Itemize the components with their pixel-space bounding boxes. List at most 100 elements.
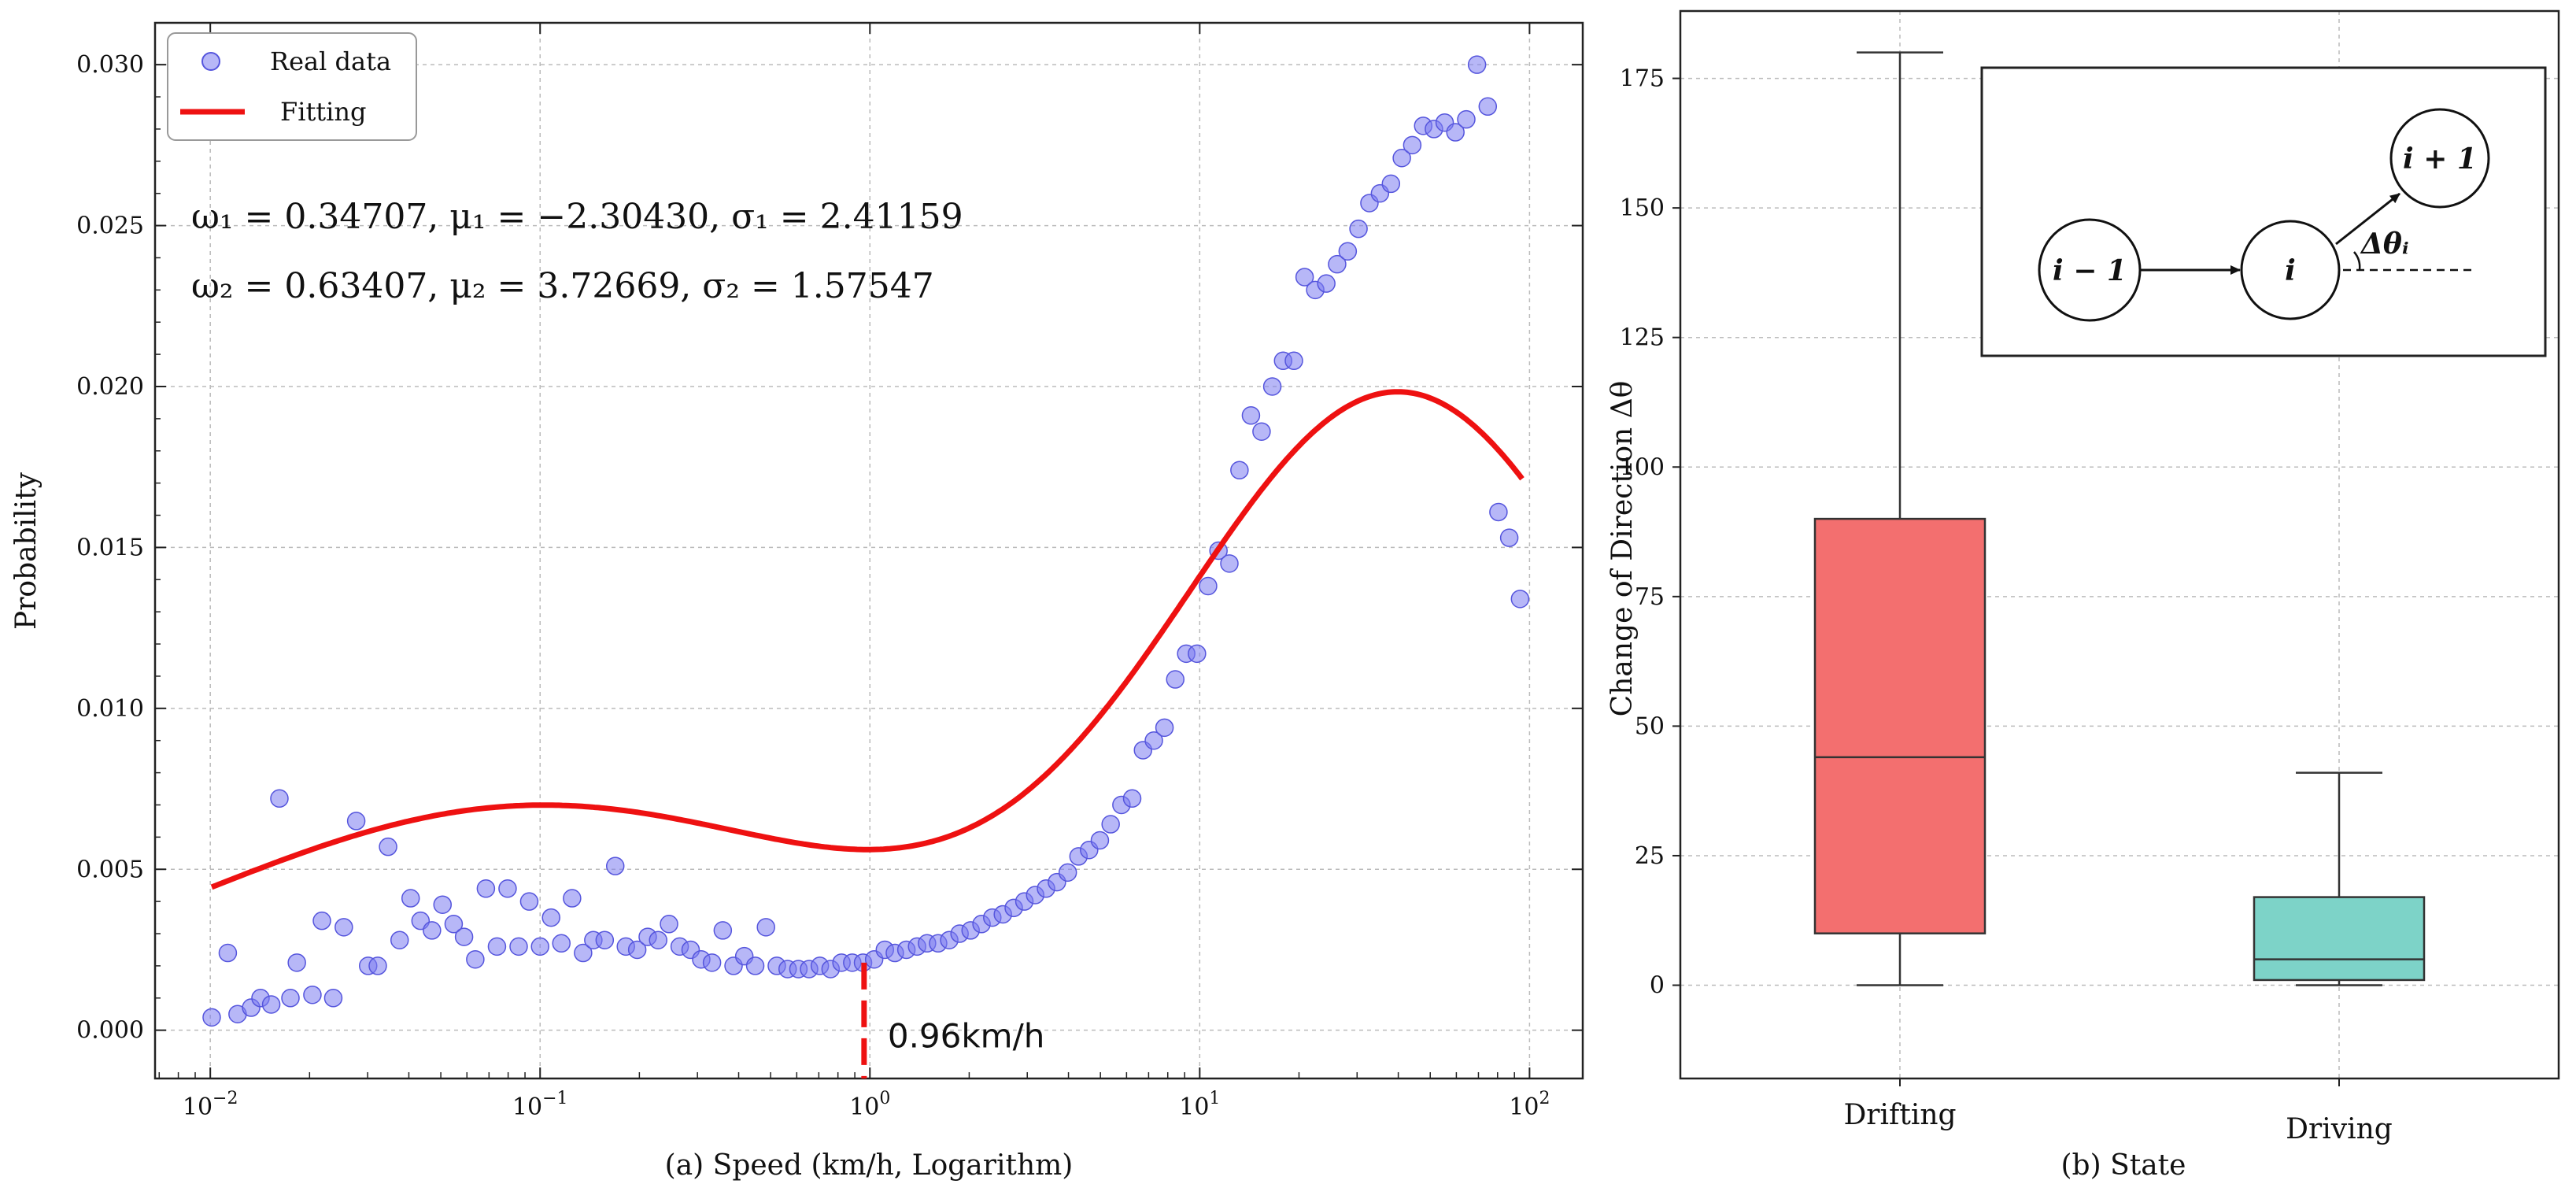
data-point bbox=[334, 918, 353, 937]
category-label: Driving bbox=[2286, 1113, 2393, 1145]
right-ticks: 0 25 50 75 100 125 150 175 Drifting Driving bbox=[1620, 65, 2393, 1145]
left-y-tick-label: 0.030 bbox=[76, 51, 144, 79]
data-point bbox=[379, 837, 397, 856]
data-point bbox=[202, 1008, 221, 1027]
data-point bbox=[1058, 863, 1077, 882]
left-y-tick-label: 0.005 bbox=[76, 856, 144, 883]
data-point bbox=[1457, 109, 1476, 129]
data-point bbox=[1199, 576, 1218, 596]
data-point bbox=[627, 940, 647, 960]
inset-angle-arc bbox=[2353, 251, 2361, 271]
data-point bbox=[390, 930, 409, 949]
category-label: Drifting bbox=[1843, 1099, 1956, 1131]
node-i bbox=[2240, 220, 2341, 320]
right-plot-frame bbox=[1679, 9, 2560, 1080]
data-point bbox=[530, 937, 549, 956]
data-point bbox=[281, 989, 300, 1008]
left-plot-frame bbox=[153, 21, 1584, 1080]
data-point bbox=[1446, 123, 1465, 142]
left-grid bbox=[155, 23, 1583, 1078]
data-point bbox=[1478, 97, 1498, 117]
left-y-axis-label: Probability bbox=[10, 472, 43, 630]
left-ticks: 0.000 0.005 0.010 0.015 0.020 0.025 0.030 10−2 1… bbox=[76, 23, 1583, 1121]
right-x-axis-label: (b) State bbox=[2061, 1149, 2186, 1182]
data-point bbox=[1467, 55, 1487, 74]
data-point bbox=[1381, 174, 1401, 194]
box-driving bbox=[2253, 896, 2426, 982]
node-i-plus-1 bbox=[2389, 108, 2490, 209]
data-point bbox=[563, 889, 582, 908]
box-drifting bbox=[1813, 517, 1987, 934]
data-point bbox=[756, 918, 775, 937]
left-x-tick-label: 101 bbox=[1179, 1089, 1220, 1121]
left-y-tick-label: 0.015 bbox=[76, 534, 144, 561]
real-data-points bbox=[202, 55, 1530, 1027]
right-y-tick-label: 75 bbox=[1635, 583, 1665, 611]
data-point bbox=[476, 879, 496, 898]
right-y-tick-label: 25 bbox=[1635, 842, 1665, 870]
data-point bbox=[1188, 644, 1207, 664]
data-point bbox=[605, 856, 625, 875]
data-point bbox=[312, 911, 331, 930]
data-point bbox=[423, 921, 442, 940]
data-point bbox=[270, 789, 289, 808]
fitting-curve bbox=[210, 389, 1525, 890]
data-point bbox=[1317, 274, 1336, 293]
data-point bbox=[1295, 268, 1314, 287]
data-point bbox=[1144, 731, 1163, 750]
right-y-tick-label: 100 bbox=[1620, 453, 1665, 481]
formula-component-1: ω₁ = 0.34707, μ₁ = −2.30430, σ₁ = 2.4115… bbox=[191, 197, 963, 237]
left-x-tick-label: 102 bbox=[1509, 1089, 1550, 1121]
data-point bbox=[1510, 590, 1530, 609]
right-y-tick-label: 50 bbox=[1635, 712, 1665, 740]
inset-diagram: i − 1 i i + 1 Δθᵢ bbox=[1980, 66, 2547, 357]
right-y-tick-label: 125 bbox=[1620, 324, 1665, 352]
speed-probability-chart: 0.000 0.005 0.010 0.015 0.020 0.025 0.030 10−2 1… bbox=[10, 21, 1584, 1182]
data-point bbox=[595, 930, 615, 949]
legend: Real data Fitting bbox=[167, 32, 417, 141]
angle-label: Δθᵢ bbox=[2360, 228, 2409, 261]
data-point bbox=[1328, 254, 1347, 274]
legend-fitting: Fitting bbox=[280, 97, 366, 127]
data-point bbox=[1489, 502, 1508, 522]
legend-real-data: Real data bbox=[270, 46, 391, 76]
data-point bbox=[444, 915, 464, 934]
data-point bbox=[1166, 670, 1185, 689]
direction-change-boxplot: 0 25 50 75 100 125 150 175 Drifting Driving i − 1… bbox=[1606, 9, 2560, 1182]
inset-arrow-to-next bbox=[2335, 192, 2400, 246]
data-point bbox=[454, 927, 474, 946]
right-y-axis-label: Change of Direction Δθ bbox=[1606, 381, 1639, 717]
node-i-minus-1-label: i − 1 bbox=[2053, 254, 2127, 287]
left-y-tick-label: 0.020 bbox=[76, 373, 144, 401]
data-point bbox=[541, 908, 560, 927]
data-point bbox=[509, 937, 528, 956]
data-point bbox=[574, 943, 593, 963]
data-point bbox=[498, 879, 517, 898]
left-y-tick-label: 0.025 bbox=[76, 213, 144, 240]
right-y-tick-label: 0 bbox=[1650, 972, 1665, 1000]
data-point bbox=[1262, 377, 1282, 396]
boxes bbox=[1813, 51, 2426, 986]
data-point bbox=[702, 953, 722, 972]
data-point bbox=[1252, 422, 1271, 441]
data-point bbox=[1349, 219, 1368, 239]
data-point bbox=[346, 812, 366, 831]
node-i-plus-1-label: i + 1 bbox=[2403, 142, 2477, 176]
data-point bbox=[218, 943, 238, 963]
data-point bbox=[433, 895, 453, 914]
data-point bbox=[287, 953, 306, 972]
data-point bbox=[261, 995, 281, 1014]
data-point bbox=[1122, 789, 1142, 808]
node-i-minus-1 bbox=[2038, 218, 2142, 322]
left-x-tick-label: 10−1 bbox=[512, 1089, 568, 1121]
data-point bbox=[713, 921, 733, 940]
right-y-tick-label: 150 bbox=[1620, 194, 1665, 222]
data-point bbox=[323, 989, 343, 1008]
data-point bbox=[1230, 461, 1249, 480]
legend-marker-real-data bbox=[201, 52, 220, 71]
data-point bbox=[1403, 135, 1422, 155]
data-point bbox=[1338, 242, 1358, 261]
data-point bbox=[1220, 554, 1239, 573]
data-point bbox=[660, 915, 678, 934]
